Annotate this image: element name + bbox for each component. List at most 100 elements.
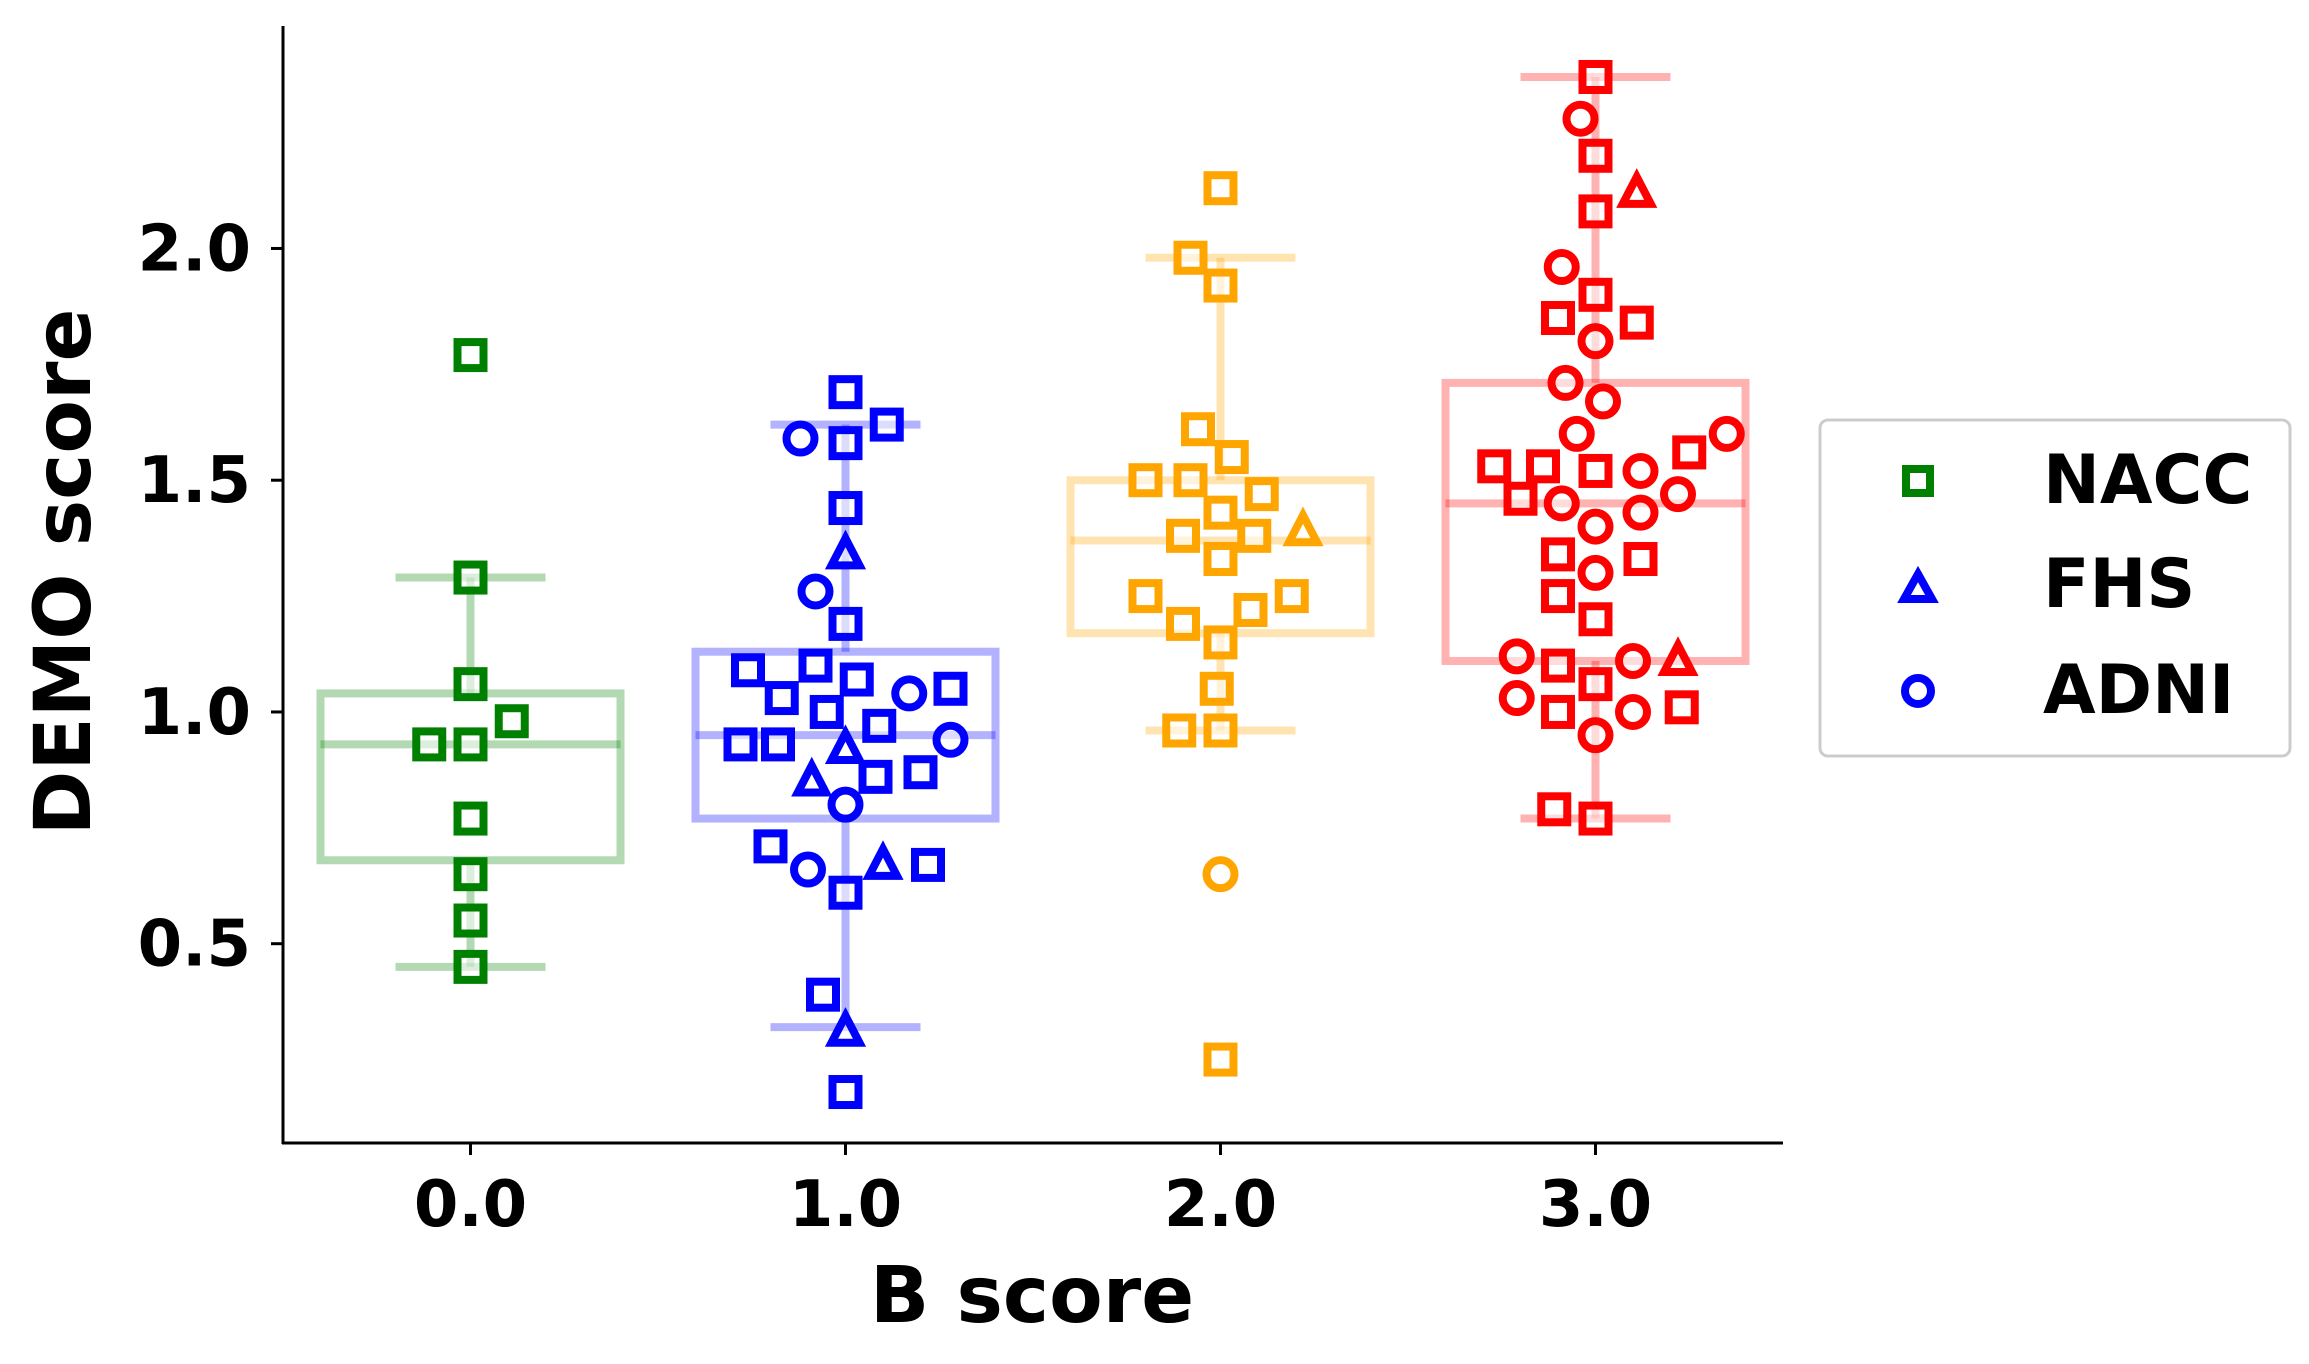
plot-area (316, 59, 1750, 1110)
x-tick-label: 0.0 (414, 1168, 527, 1242)
data-point-circle (1577, 323, 1614, 360)
group-1 (691, 375, 1000, 1110)
data-point-square (1162, 713, 1197, 748)
data-point-square (1578, 59, 1613, 94)
data-point-circle (1577, 554, 1614, 591)
legend-marker-adni (1901, 674, 1935, 708)
data-point-circle (1498, 638, 1535, 675)
data-point-square (828, 606, 863, 641)
data-point-square (1128, 579, 1163, 614)
data-point-circle (1708, 415, 1745, 452)
data-point-triangle (1616, 168, 1658, 208)
data-point-square (453, 801, 488, 836)
data-point-triangle (824, 529, 867, 570)
x-tick-label: 1.0 (789, 1168, 902, 1242)
group-0 (316, 338, 625, 984)
data-point-circle (797, 573, 834, 610)
data-point-circle (1547, 364, 1584, 401)
data-point-square (1578, 602, 1613, 637)
group-2 (1066, 171, 1375, 1077)
data-point-square (453, 338, 488, 373)
data-point-square (903, 755, 938, 790)
data-point-square (828, 1075, 863, 1110)
y-tick-label: 0.5 (138, 908, 251, 982)
y-axis-label: DEMO score (19, 309, 109, 836)
data-point-circle (1577, 508, 1614, 545)
data-point-square (1203, 171, 1238, 206)
data-point-square (1203, 495, 1238, 530)
legend-frame (1818, 418, 2292, 758)
data-point-square (731, 653, 765, 688)
data-point-square (1541, 648, 1575, 683)
data-point-triangle (1657, 636, 1699, 676)
data-point-circle (1558, 415, 1595, 452)
data-point-square (828, 375, 863, 410)
data-point-square (1578, 453, 1613, 488)
data-point-square (494, 704, 529, 739)
data-point-circle (1562, 100, 1599, 137)
data-point-square (828, 875, 863, 910)
data-point-square (453, 857, 488, 892)
data-point-square (1181, 412, 1215, 447)
data-point-square (1173, 240, 1208, 275)
data-point-square (412, 727, 447, 762)
data-point-square (1578, 277, 1613, 312)
data-point-square (1526, 449, 1560, 484)
data-point-circle (1577, 717, 1614, 754)
data-point-square (1128, 463, 1163, 498)
data-point-square (933, 671, 968, 706)
data-point-square (828, 426, 863, 461)
data-point-square (1672, 435, 1707, 470)
data-point-square (911, 847, 945, 882)
y-tick-label: 2.0 (138, 212, 251, 286)
data-point-square (1541, 579, 1575, 614)
data-point-square (1541, 694, 1575, 729)
legend: NACC FHS ADNI (1818, 418, 2292, 758)
data-point-square (862, 708, 897, 743)
legend-marker-fhs (1897, 565, 1939, 603)
data-point-circle (1622, 452, 1659, 489)
data-point-triangle (824, 724, 867, 765)
data-point-circle (1660, 476, 1696, 513)
data-point-square (1173, 463, 1208, 498)
y-tick-label: 1.5 (138, 444, 251, 518)
data-point-square (1578, 194, 1613, 229)
data-point-square (453, 903, 488, 938)
data-point-triangle (824, 1007, 867, 1047)
data-point-square (1203, 268, 1238, 303)
data-point-square (1274, 579, 1309, 614)
data-point-square (1203, 713, 1238, 748)
data-point-square (1477, 449, 1512, 484)
x-tick-label: 2.0 (1164, 1168, 1277, 1242)
data-point-square (1233, 592, 1268, 627)
data-point-triangle (862, 840, 904, 880)
x-axis-label: B score (870, 1251, 1194, 1341)
legend-label-adni: ADNI (2043, 651, 2234, 730)
data-point-circle (1202, 856, 1239, 893)
data-point-square (1541, 537, 1575, 572)
data-point-square (809, 694, 844, 729)
data-point-square (1203, 625, 1238, 660)
data-point-square (1578, 801, 1613, 836)
data-point-square (1166, 518, 1200, 553)
data-point-circle (790, 851, 826, 888)
data-point-square (1664, 690, 1699, 725)
data-point-circle (782, 420, 819, 457)
data-point-square (1541, 300, 1575, 335)
data-point-square (453, 560, 488, 595)
data-point-square (1203, 542, 1238, 577)
data-point-circle (1585, 383, 1621, 420)
group-3 (1441, 59, 1750, 836)
data-point-square (1237, 518, 1272, 553)
data-point-square (828, 491, 863, 526)
y-tick-label: 1.0 (138, 676, 251, 750)
data-point-circle (1622, 494, 1659, 531)
data-point-square (761, 727, 795, 762)
data-point-circle (932, 721, 969, 758)
data-point-square (1619, 305, 1654, 340)
data-point-circle (1543, 249, 1580, 286)
data-point-square (1199, 671, 1234, 706)
x-tick-label: 3.0 (1539, 1168, 1652, 1242)
data-point-square (1537, 792, 1572, 827)
